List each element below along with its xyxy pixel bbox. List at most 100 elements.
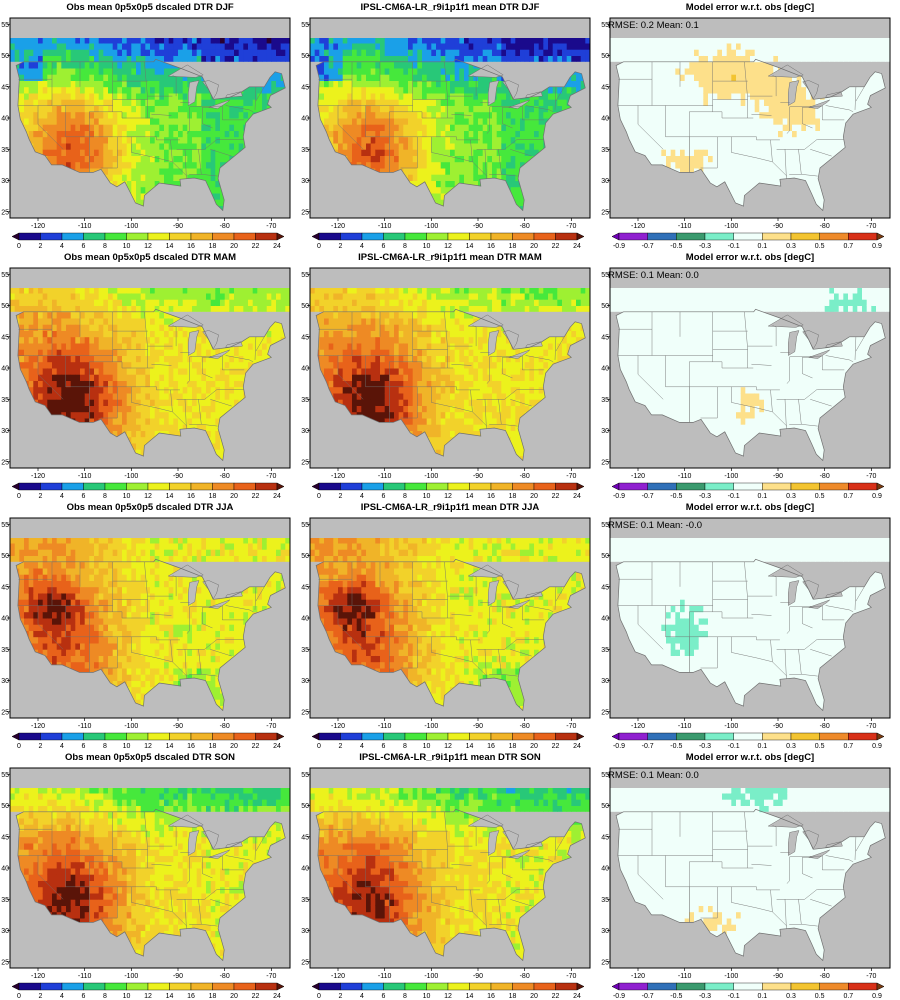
lon-tick-label: -100 [124,973,138,980]
lat-tick-label: 30 [1,428,9,435]
colorbar-label: 0.1 [757,743,767,750]
colorbar-label: 22 [552,493,560,500]
colorbar-label: 4 [360,993,364,1000]
great-lake [488,330,500,356]
panel-title: IPSL-CM6A-LR_r9i1p1f1 mean DTR JJA [300,502,600,513]
lon-tick-label: -80 [520,223,530,230]
lon-tick-label: -90 [473,723,483,730]
colorbar-label: 2 [339,743,343,750]
colorbar-label: 14 [166,243,174,250]
colorbar-label: 14 [466,493,474,500]
lon-tick-label: -70 [866,973,876,980]
colorbar-label: 4 [60,493,64,500]
rmse-text: RMSE: 0.1 [608,270,657,281]
lon-tick-label: -100 [724,723,738,730]
lon-tick-label: -110 [378,223,392,230]
lon-tick-label: -70 [566,723,576,730]
lon-tick-label: -80 [520,723,530,730]
lat-tick-label: 55 [301,522,309,529]
colorbar-label: 2 [339,493,343,500]
colorbar-label: 4 [360,743,364,750]
lat-tick-label: 35 [301,397,309,404]
colorbar-label: 10 [423,493,431,500]
colorbar-label: 8 [103,493,107,500]
mean-text: Mean: 0.0 [657,770,699,781]
lat-tick-label: 50 [301,553,309,560]
colorbar-label: 18 [209,743,217,750]
colorbar-label: 8 [403,493,407,500]
lat-tick-label: 55 [601,772,609,779]
lon-tick-label: -100 [424,223,438,230]
lon-tick-label: -110 [78,223,92,230]
lon-tick-label: -110 [378,473,392,480]
colorbar: -0.9 -0.7 -0.5 -0.3 -0.1 0.1 0.3 0.5 0.7 0.9 [611,982,885,1000]
lat-tick-label: 40 [601,366,609,373]
map-error-mam: -120 -110 -100 -90 -80 -7025303540455055-0.9-… [601,267,891,500]
colorbar-label: 0.3 [786,493,796,500]
lat-tick-label: 30 [1,178,9,185]
colorbar-label: 0.9 [872,743,882,750]
colorbar-label: 0.9 [872,493,882,500]
panel-title: IPSL-CM6A-LR_r9i1p1f1 mean DTR DJF [300,2,600,13]
great-lake [188,330,200,356]
colorbar-label: 10 [123,743,131,750]
lon-tick-label: -70 [266,473,276,480]
lon-tick-label: -110 [678,473,692,480]
great-lake [188,580,200,606]
lat-tick-label: 35 [601,147,609,154]
colorbar-label: 20 [230,243,238,250]
lon-tick-label: -100 [124,723,138,730]
colorbar-label: 22 [552,993,560,1000]
lon-tick-label: -120 [331,473,345,480]
colorbar-label: 6 [382,993,386,1000]
lon-tick-label: -80 [220,723,230,730]
lon-tick-label: -110 [678,723,692,730]
lon-tick-label: -80 [220,223,230,230]
colorbar-label: 4 [360,493,364,500]
colorbar-label: -0.1 [728,743,740,750]
mean-text: Mean: 0.0 [657,270,699,281]
colorbar: -0.9 -0.7 -0.5 -0.3 -0.1 0.1 0.3 0.5 0.7 0.9 [611,482,885,500]
colorbar-label: 0 [17,243,21,250]
lat-tick-label: 50 [301,53,309,60]
colorbar-label: 20 [230,993,238,1000]
lat-tick-label: 50 [601,303,609,310]
panel-obs-mam: -120 -110 -100 -90 -80 -70 25 30 35 40 45 50 55 0 2 4 6 8… [0,250,300,500]
lon-tick-label: -110 [678,973,692,980]
lat-tick-label: 35 [301,647,309,654]
lon-tick-label: -90 [473,473,483,480]
colorbar-label: 0 [317,993,321,1000]
colorbar-label: 24 [573,743,581,750]
colorbar-label: 0 [317,493,321,500]
colorbar-label: -0.9 [613,243,625,250]
colorbar-label: 20 [530,993,538,1000]
lat-tick-label: 40 [1,366,9,373]
colorbar-label: 8 [103,743,107,750]
colorbar-label: 12 [444,743,452,750]
lat-tick-label: 50 [601,803,609,810]
colorbar-label: 22 [552,243,560,250]
colorbar-label: 22 [252,243,260,250]
lat-tick-label: 30 [301,178,309,185]
lat-tick-label: 45 [1,84,9,91]
lon-tick-label: -80 [220,973,230,980]
map-error-djf: -120 -110 -100 -90 -80 -7025303540455055-0.9-… [601,17,891,250]
colorbar-label: 14 [166,493,174,500]
great-lake [488,830,500,856]
lon-tick-label: -70 [866,223,876,230]
lon-tick-label: -80 [520,973,530,980]
colorbar-label: -0.5 [670,993,682,1000]
colorbar-label: 24 [273,993,281,1000]
lon-tick-label: -90 [473,223,483,230]
colorbar-label: -0.7 [642,493,654,500]
colorbar-label: 6 [382,493,386,500]
colorbar-label: 16 [487,243,495,250]
colorbar-label: 0.1 [757,493,767,500]
lon-tick-label: -100 [724,973,738,980]
colorbar: -0.9 -0.7 -0.5 -0.3 -0.1 0.1 0.3 0.5 0.7 0.9 [611,232,885,250]
lat-tick-label: 40 [301,116,309,123]
